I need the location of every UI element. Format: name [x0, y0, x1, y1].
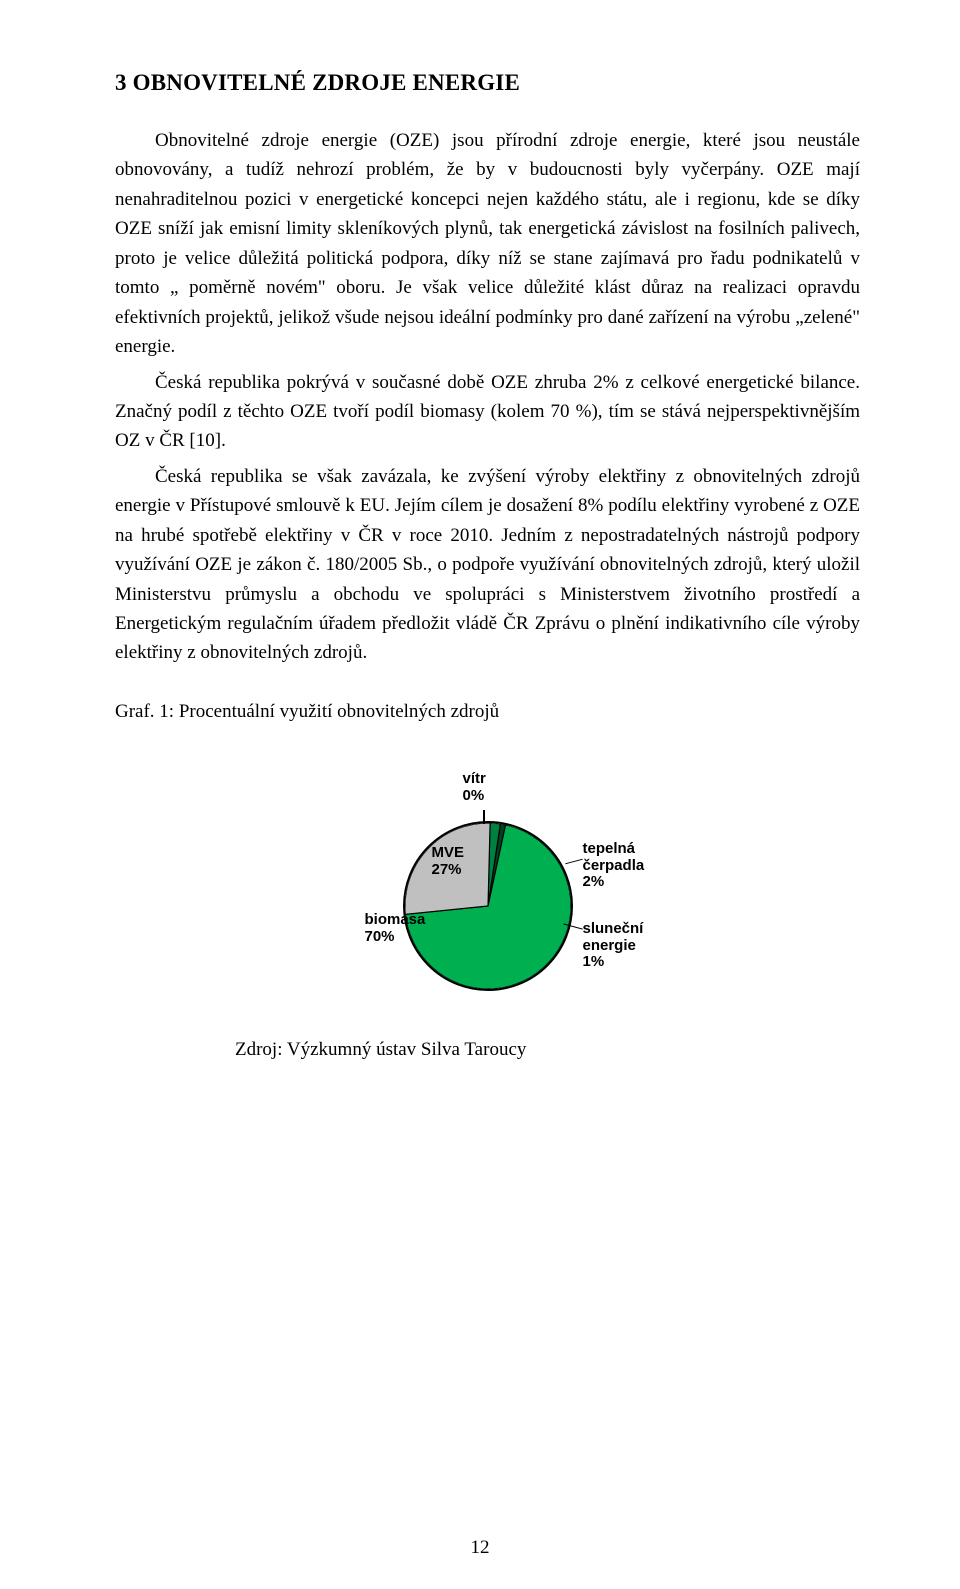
document-page: 3 OBNOVITELNÉ ZDROJE ENERGIE Obnovitelné… [0, 0, 960, 1589]
chart-caption: Graf. 1: Procentuální využití obnoviteln… [115, 698, 860, 727]
pie-chart: vítr 0% MVE 27% biomasa 70% tepelná čerp… [313, 766, 663, 1026]
pie-label-mve: MVE 27% [432, 845, 465, 878]
pie-svg [405, 823, 571, 989]
pie-label-slunecni: sluneční energie 1% [583, 921, 644, 971]
page-number: 12 [0, 1537, 960, 1559]
paragraph-2: Česká republika pokrývá v současné době … [115, 368, 860, 456]
pie-disc [403, 821, 573, 991]
chart-source: Zdroj: Výzkumný ústav Silva Taroucy [235, 1036, 860, 1065]
section-heading: 3 OBNOVITELNÉ ZDROJE ENERGIE [115, 70, 860, 96]
pie-label-vitr: vítr 0% [463, 771, 486, 804]
leader-line-icon [483, 810, 485, 824]
paragraph-3: Česká republika se však zavázala, ke zvý… [115, 462, 860, 668]
paragraph-1: Obnovitelné zdroje energie (OZE) jsou př… [115, 126, 860, 362]
pie-label-tepelna: tepelná čerpadla 2% [583, 841, 645, 891]
pie-label-biomasa: biomasa 70% [365, 912, 426, 945]
